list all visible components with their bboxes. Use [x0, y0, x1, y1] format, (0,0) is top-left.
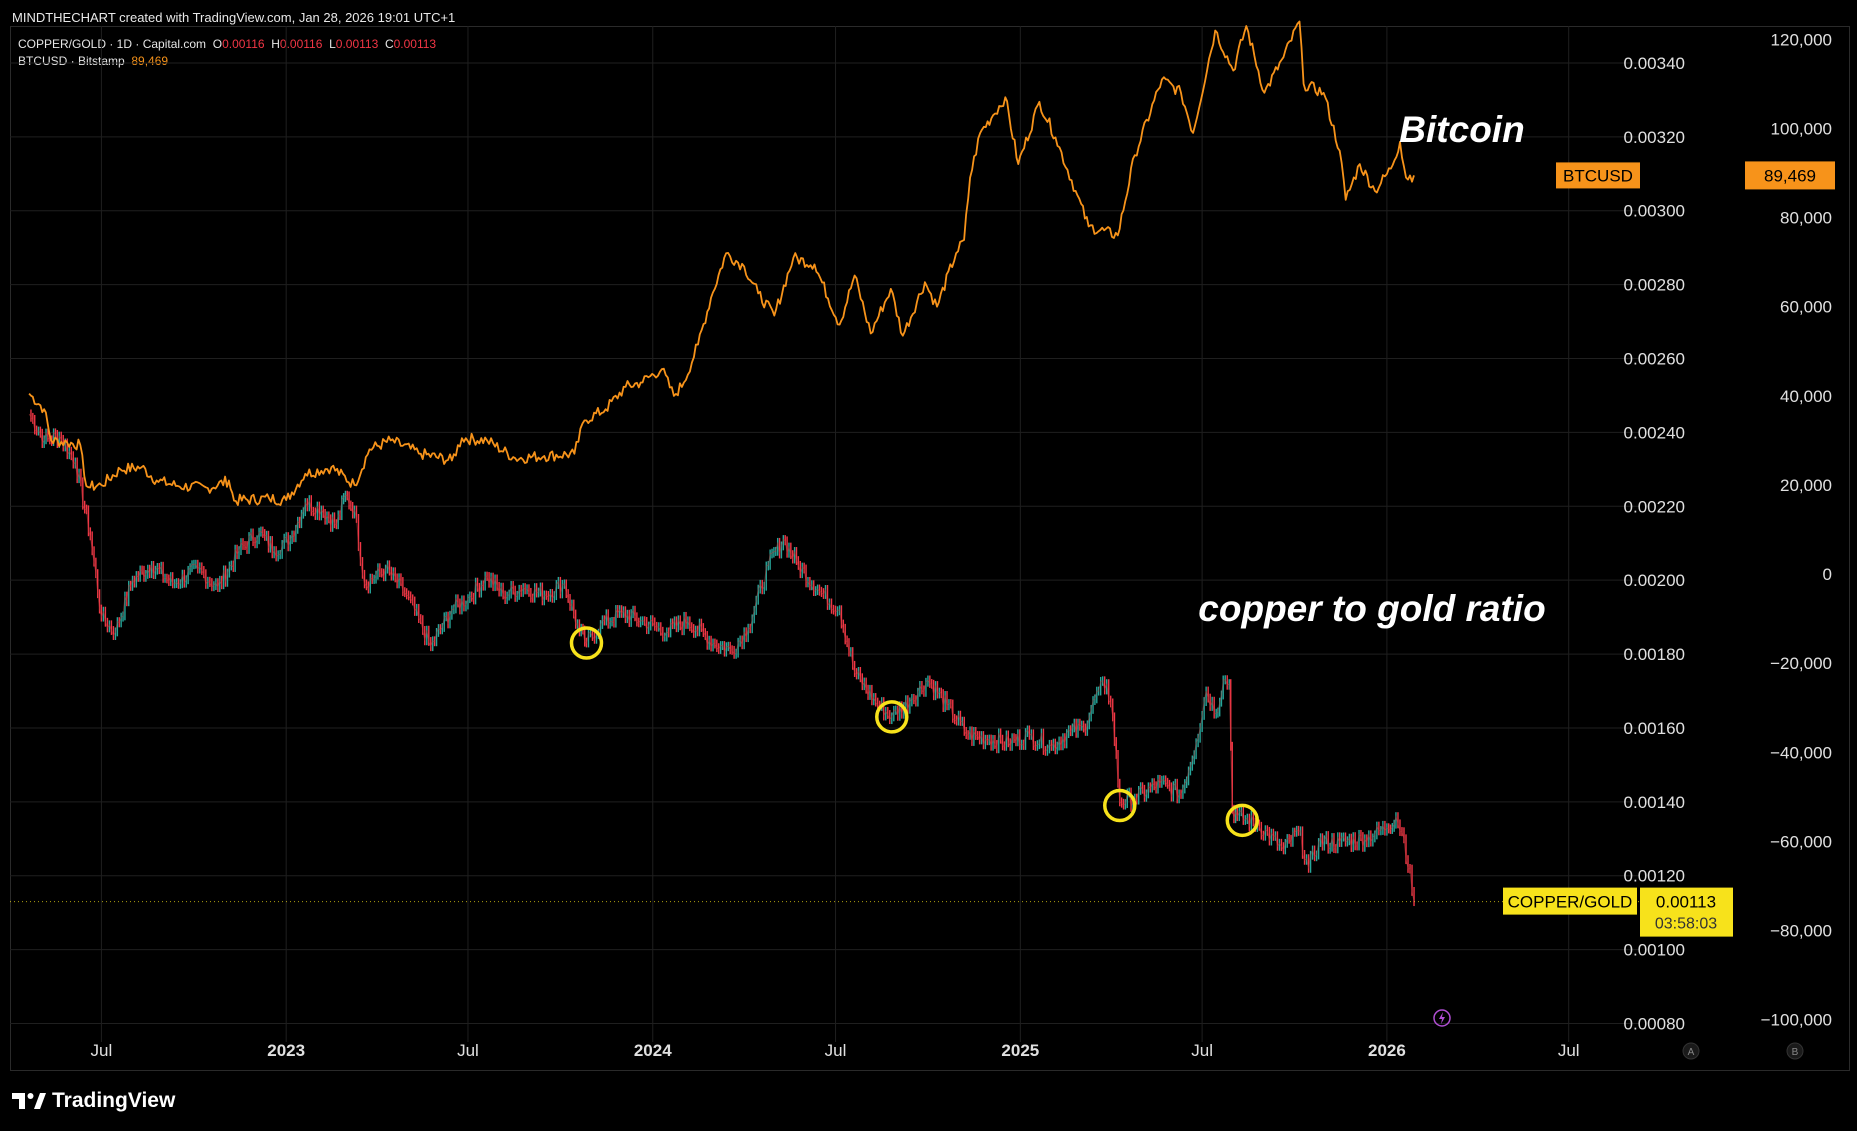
y-tick-label-ratio: 0.00220 [1624, 497, 1685, 516]
btc-price-tag-label: 89,469 [1764, 166, 1816, 185]
y-tick-label-btc: 0 [1823, 565, 1832, 584]
y-tick-label-ratio: 0.00340 [1624, 54, 1685, 73]
y-tick-label-btc: −100,000 [1761, 1011, 1832, 1030]
event-lightning-glyph [1439, 1012, 1445, 1024]
tradingview-logo-icon [12, 1093, 46, 1109]
legend-low-label: L [329, 37, 336, 51]
x-tick-label: Jul [825, 1041, 847, 1060]
y-tick-label-ratio: 0.00140 [1624, 793, 1685, 812]
legend-open-value: 0.00116 [222, 37, 265, 51]
legend-btc-symbol: BTCUSD · Bitstamp [18, 54, 125, 68]
y-tick-label-ratio: 0.00300 [1624, 202, 1685, 221]
legend-open-label: O [212, 37, 223, 51]
x-tick-label: Jul [457, 1041, 479, 1060]
y-tick-label-ratio: 0.00160 [1624, 719, 1685, 738]
legend: COPPER/GOLD · 1D · Capital.com O0.00116 … [18, 36, 436, 70]
ratio-name-tag [1503, 887, 1637, 915]
y-tick-label-ratio: 0.00100 [1624, 941, 1685, 960]
y-tick-label-ratio: 0.00280 [1624, 276, 1685, 295]
ratio-name-tag-label: COPPER/GOLD [1508, 893, 1633, 912]
event-lightning-icon [1433, 1009, 1451, 1027]
x-tick-label: Jul [91, 1041, 113, 1060]
y-tick-label-btc: 20,000 [1780, 476, 1832, 495]
y-tick-label-ratio: 0.00320 [1624, 128, 1685, 147]
btc-name-tag [1556, 162, 1640, 189]
y-tick-label-btc: 40,000 [1780, 387, 1832, 406]
dip-marker-circle [569, 626, 604, 660]
dip-marker-circle [1103, 788, 1137, 823]
x-tick-label: Jul [1558, 1041, 1580, 1060]
legend-btc-row[interactable]: BTCUSD · Bitstamp 89,469 [18, 53, 436, 70]
ratio-price-tag [1640, 887, 1733, 937]
x-tick-label: 2024 [634, 1041, 672, 1060]
y-tick-label-ratio: 0.00180 [1624, 645, 1685, 664]
btc-name-tag-label: BTCUSD [1563, 166, 1633, 185]
y-tick-label-ratio: 0.00200 [1624, 571, 1685, 590]
annotation-bitcoin: Bitcoin [1399, 109, 1524, 150]
x-tick-label: 2025 [1001, 1041, 1039, 1060]
btc-series-line [28, 20, 1415, 507]
axis-badge-label: B [1792, 1047, 1799, 1058]
dip-marker-circle [1225, 803, 1260, 838]
ratio-price-tag-label: 0.00113 [1656, 893, 1716, 912]
tradingview-logo-text: TradingView [52, 1089, 176, 1112]
legend-low-value: 0.00113 [335, 37, 379, 51]
x-tick-label: Jul [1191, 1041, 1213, 1060]
y-tick-label-btc: 60,000 [1780, 298, 1832, 317]
y-tick-label-btc: −40,000 [1770, 743, 1832, 762]
y-tick-label-ratio: 0.00080 [1624, 1015, 1685, 1034]
dip-marker-circle [875, 700, 909, 734]
x-tick-label: 2026 [1368, 1041, 1406, 1060]
chart-panel[interactable] [10, 26, 1850, 1071]
ratio-countdown-label: 03:58:03 [1655, 916, 1717, 933]
x-tick-label: 2023 [267, 1041, 305, 1060]
axis-badge-a [1682, 1042, 1700, 1060]
header-credit: MINDTHECHART created with TradingView.co… [12, 10, 456, 25]
y-tick-label-btc: 120,000 [1771, 30, 1832, 49]
y-tick-label-btc: 80,000 [1780, 209, 1832, 228]
legend-close-label: C [384, 37, 394, 51]
y-tick-label-btc: 100,000 [1771, 119, 1832, 138]
legend-close-value: 0.00113 [393, 37, 437, 51]
btc-price-tag [1745, 161, 1835, 190]
y-tick-label-btc: −80,000 [1770, 922, 1832, 941]
legend-high-value: 0.00116 [279, 37, 323, 51]
annotation-copper-gold: copper to gold ratio [1198, 588, 1545, 629]
y-tick-label-btc: −60,000 [1770, 832, 1832, 851]
axis-badge-label: A [1688, 1047, 1695, 1058]
legend-btc-value: 89,469 [131, 54, 169, 68]
axis-badge-b [1786, 1042, 1804, 1060]
y-tick-label-btc: −20,000 [1770, 654, 1832, 673]
ratio-series-line [28, 413, 1415, 902]
legend-copper-row[interactable]: COPPER/GOLD · 1D · Capital.com O0.00116 … [18, 36, 436, 53]
y-tick-label-ratio: 0.00240 [1624, 423, 1685, 442]
tradingview-logo[interactable]: TradingView [12, 1089, 175, 1113]
legend-copper-symbol: COPPER/GOLD · 1D · Capital.com [18, 37, 207, 51]
y-tick-label-ratio: 0.00260 [1624, 350, 1685, 369]
y-tick-label-ratio: 0.00120 [1624, 867, 1685, 886]
legend-high-label: H [271, 37, 280, 51]
